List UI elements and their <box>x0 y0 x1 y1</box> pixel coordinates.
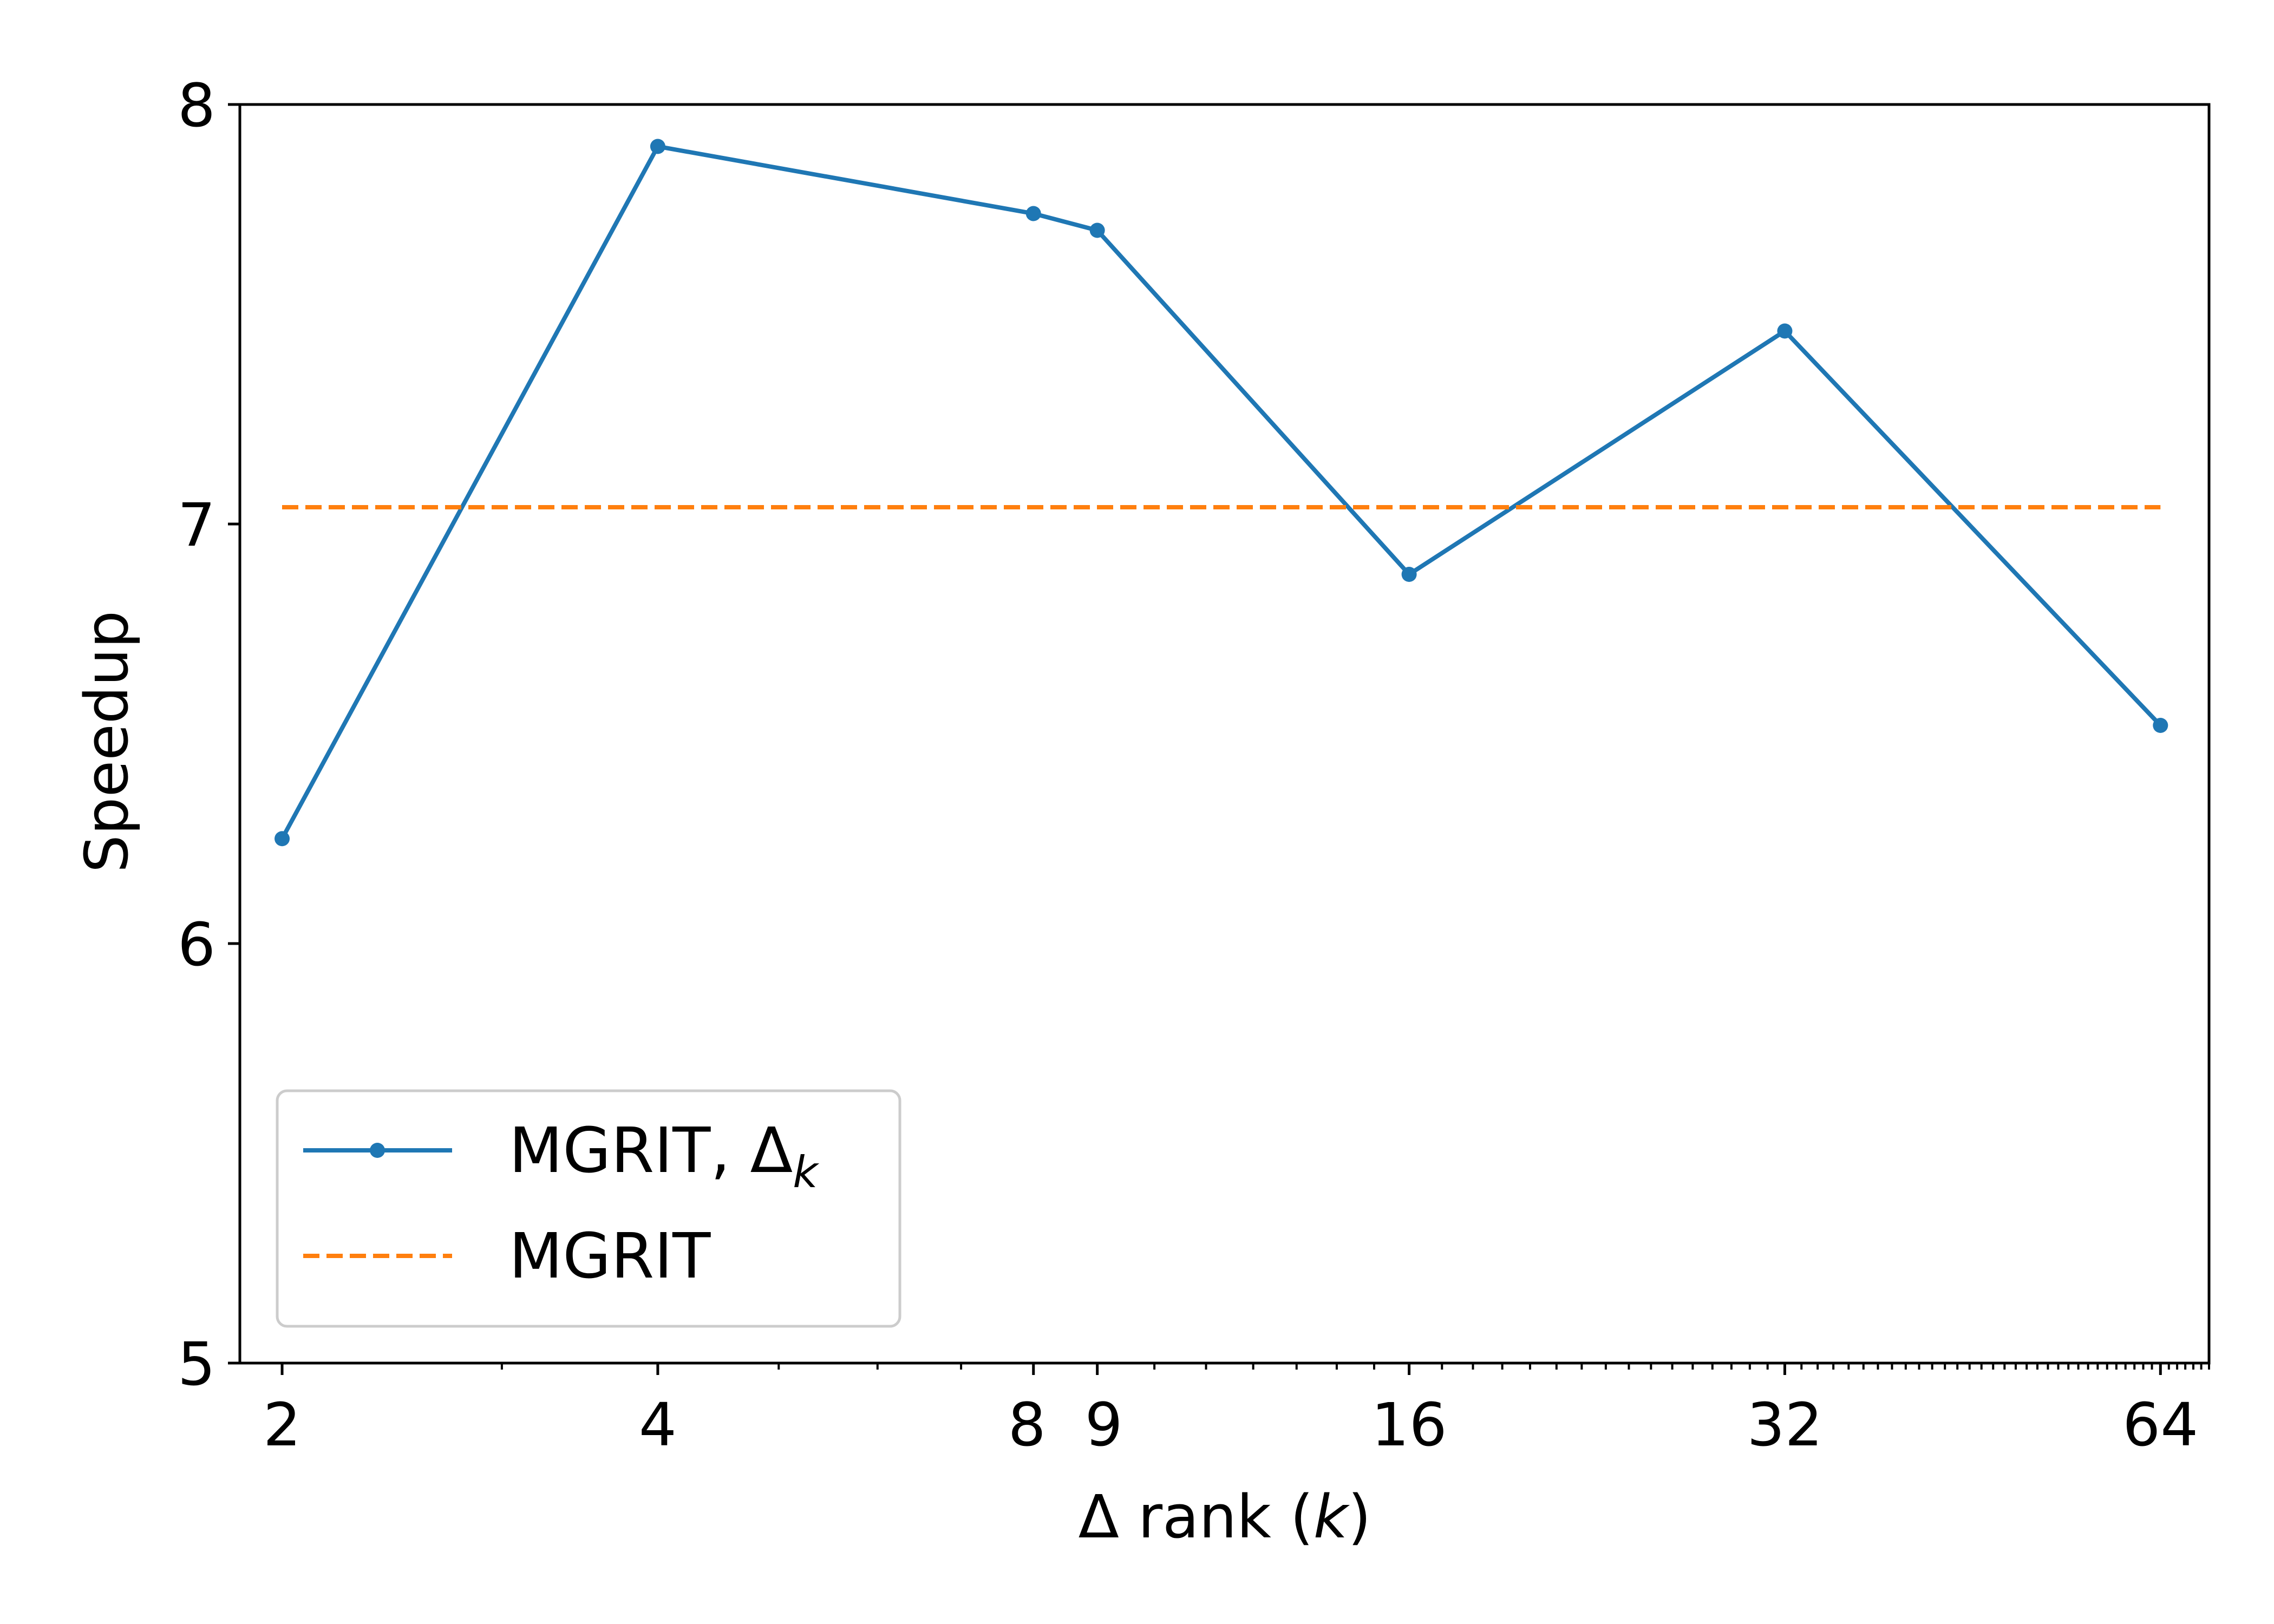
y-tick-label-6: 6 <box>178 910 215 979</box>
series-line-1 <box>280 144 2162 840</box>
y-tick-label-5: 5 <box>178 1330 215 1399</box>
x-tick-label-32: 32 <box>1747 1390 1822 1459</box>
x-tick-label-2: 2 <box>263 1390 301 1459</box>
legend: MGRIT, Δk MGRIT <box>276 1089 901 1328</box>
plot-frame <box>238 103 2211 1365</box>
x-tick-label-64: 64 <box>2122 1390 2198 1459</box>
legend-marker-series-1 <box>370 1143 385 1158</box>
data-point-1-5 <box>1401 567 1417 582</box>
x-tick-label-16: 16 <box>1371 1390 1447 1459</box>
data-point-1-4 <box>1089 222 1105 238</box>
x-tick-label-9: 9 <box>1085 1390 1123 1459</box>
legend-label-series-1: MGRIT, Δk <box>509 1115 819 1197</box>
y-tick-label-8: 8 <box>178 71 215 140</box>
x-tick-label-8: 8 <box>1008 1390 1046 1459</box>
data-point-1-3 <box>1025 206 1041 221</box>
legend-label-series-1-base: MGRIT, Δ <box>509 1115 793 1187</box>
data-point-1-2 <box>650 139 665 154</box>
data-point-1-1 <box>275 831 290 847</box>
data-point-1-7 <box>2153 718 2168 733</box>
x-tick-label-4: 4 <box>639 1390 677 1459</box>
legend-label-series-2: MGRIT <box>509 1220 711 1293</box>
data-point-1-6 <box>1777 323 1793 339</box>
y-axis-label: Speedup <box>72 611 141 873</box>
legend-label-series-1-sub: k <box>793 1147 819 1197</box>
x-axis-label-suffix: ) <box>1348 1482 1371 1551</box>
x-axis-label-prefix: Δ rank ( <box>1079 1482 1314 1551</box>
x-axis-label: Δ rank (k) <box>1079 1482 1371 1551</box>
y-tick-label-7: 7 <box>178 490 215 560</box>
series-layer <box>275 139 2168 847</box>
x-axis-label-var: k <box>1314 1482 1350 1551</box>
